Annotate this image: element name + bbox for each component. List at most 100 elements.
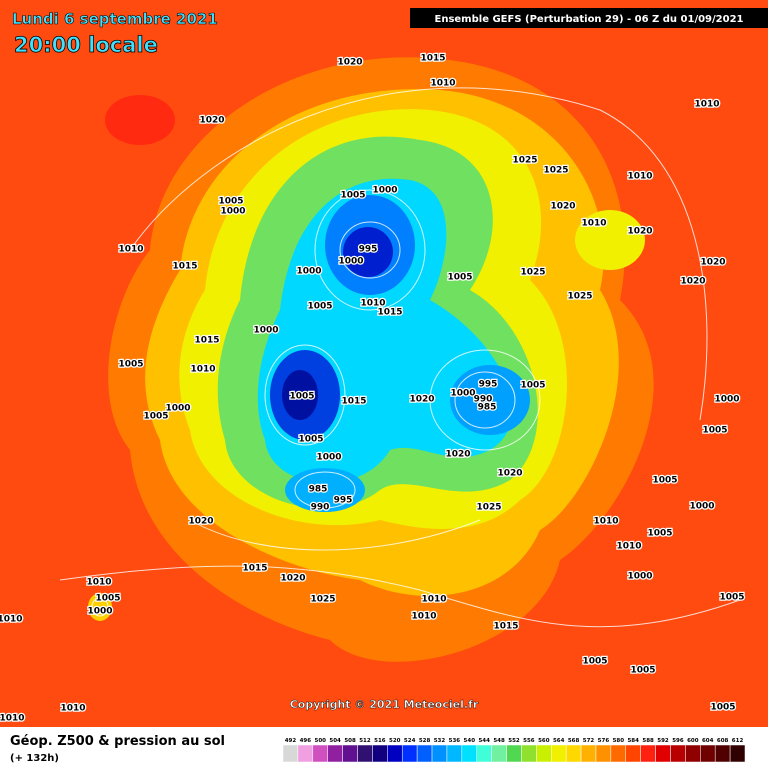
scale-swatch: [506, 744, 522, 763]
legend-title: Géop. Z500 & pression au sol: [10, 734, 225, 749]
pressure-label: 1005: [298, 435, 323, 445]
scale-swatch: [714, 744, 731, 763]
scale-swatch: [342, 744, 358, 763]
pressure-label: 985: [309, 485, 328, 495]
scale-swatch: [595, 744, 612, 763]
scale-label: 520: [389, 738, 401, 744]
pressure-label: 1005: [340, 191, 365, 201]
scale-swatch: [312, 744, 328, 763]
legend-subtitle: (+ 132h): [10, 753, 59, 764]
scale-label: 516: [374, 738, 386, 744]
pressure-label: 1000: [87, 607, 112, 617]
pressure-label: 1005: [582, 657, 607, 667]
scale-label: 560: [538, 738, 550, 744]
scale-label: 580: [613, 738, 625, 744]
scale-label: 544: [478, 738, 490, 744]
scale-label: 532: [434, 738, 446, 744]
pressure-label: 1015: [242, 564, 267, 574]
pressure-label: 1010: [593, 517, 618, 527]
model-info: Ensemble GEFS (Perturbation 29) - 06 Z d…: [435, 14, 744, 25]
pressure-label: 1020: [445, 450, 470, 460]
scale-swatch: [700, 744, 716, 763]
pressure-label: 1010: [60, 704, 85, 714]
pressure-label: 1010: [421, 595, 446, 605]
pressure-label: 1005: [218, 197, 243, 207]
pressure-label: 1000: [450, 389, 475, 399]
scale-label: 564: [553, 738, 565, 744]
pressure-label: 1005: [652, 476, 677, 486]
scale-label: 584: [627, 738, 639, 744]
scale-label: 608: [717, 738, 729, 744]
scale-swatch: [655, 744, 671, 763]
pressure-label: 995: [479, 380, 498, 390]
date-label: Lundi 6 septembre 2021: [12, 10, 218, 28]
scale-label: 508: [344, 738, 356, 744]
scale-swatch: [685, 744, 701, 763]
scale-label: 496: [300, 738, 312, 744]
scale-label: 588: [642, 738, 654, 744]
pressure-label: 1025: [310, 595, 335, 605]
pressure-label: 1020: [550, 202, 575, 212]
pressure-label: 1020: [188, 517, 213, 527]
pressure-label: 995: [359, 245, 378, 255]
pressure-label: 1005: [719, 593, 744, 603]
high-yellow: [575, 210, 645, 270]
pressure-label: 995: [334, 496, 353, 506]
pressure-label: 1020: [700, 258, 725, 268]
scale-swatch: [327, 744, 343, 763]
scale-swatch: [536, 744, 552, 763]
pressure-label: 1010: [627, 172, 652, 182]
scale-label: 528: [419, 738, 431, 744]
pressure-label: 1025: [543, 166, 568, 176]
pressure-label: 1005: [307, 302, 332, 312]
pressure-label: 1000: [296, 267, 321, 277]
pressure-label: 985: [478, 403, 497, 413]
pressure-label: 1015: [377, 308, 402, 318]
scale-label: 592: [657, 738, 669, 744]
scale-swatch: [565, 744, 582, 763]
scale-swatch: [491, 744, 507, 763]
pressure-label: 1020: [497, 469, 522, 479]
scale-label: 540: [464, 738, 476, 744]
scale-label: 512: [359, 738, 371, 744]
pressure-label: 1000: [253, 326, 278, 336]
pressure-label: 1020: [627, 227, 652, 237]
pressure-label: 1005: [143, 412, 168, 422]
pressure-label: 1010: [411, 612, 436, 622]
pressure-label: 1015: [172, 262, 197, 272]
pressure-label: 1000: [689, 502, 714, 512]
pressure-label: 1025: [567, 292, 592, 302]
pressure-label: 1020: [409, 395, 434, 405]
model-box: [410, 8, 768, 28]
pressure-label: 1015: [420, 54, 445, 64]
scale-label: 504: [329, 738, 341, 744]
pressure-label: 1005: [447, 273, 472, 283]
scale-label: 600: [687, 738, 699, 744]
scale-swatch: [357, 744, 373, 763]
pressure-label: 990: [474, 395, 493, 405]
pressure-label: 1010: [694, 100, 719, 110]
low-blue: [285, 468, 365, 512]
scale-swatch: [297, 744, 314, 763]
pressure-label: 1005: [702, 426, 727, 436]
pressure-label: 1010: [360, 299, 385, 309]
scale-swatch: [551, 744, 567, 763]
pressure-label: 1005: [710, 703, 735, 713]
tropical-low: [88, 593, 112, 621]
pressure-label: 1010: [118, 245, 143, 255]
isobars: [59, 87, 741, 628]
pressure-label: 1010: [430, 79, 455, 89]
pressure-label: 1000: [165, 404, 190, 414]
scale-label: 576: [598, 738, 610, 744]
pressure-label: 1010: [190, 365, 215, 375]
scale-label: 536: [449, 738, 461, 744]
pressure-label: 1025: [512, 156, 537, 166]
pressure-label: 1005: [95, 594, 120, 604]
scale-swatch: [282, 744, 299, 763]
scale-swatch: [416, 744, 433, 763]
pressure-label: 1015: [493, 622, 518, 632]
scale-swatch: [580, 744, 597, 763]
pressure-label: 1010: [581, 219, 606, 229]
pressure-label: 1020: [280, 574, 305, 584]
